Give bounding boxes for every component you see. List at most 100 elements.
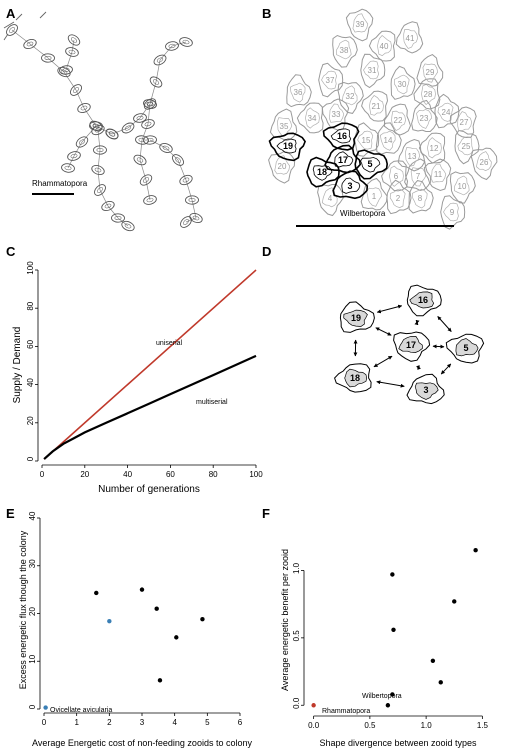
zooid-inner	[457, 111, 473, 131]
zooid-inner	[305, 107, 320, 129]
y-tick-label: 0.5	[292, 630, 301, 642]
x-tick-label: 0.0	[308, 721, 320, 730]
zooid-oval	[143, 135, 157, 145]
zooid-oval	[67, 151, 81, 161]
zooid-oval	[23, 38, 37, 50]
zooid-number: 24	[442, 108, 451, 117]
zooid-oval	[180, 216, 192, 228]
data-point	[157, 678, 163, 683]
zooid-number: 20	[278, 162, 287, 171]
y-tick-label: 40	[28, 511, 37, 520]
rhammatopora-colony-drawing	[3, 11, 203, 232]
stolon	[67, 125, 97, 169]
zooid-number-bold: 17	[338, 155, 348, 165]
zooid-oval	[69, 84, 83, 96]
zooid-outline	[318, 62, 344, 98]
zooid-oval	[67, 34, 81, 46]
zooid-orifice	[62, 67, 70, 73]
zooid-orifice	[78, 139, 86, 145]
zooid-bold-inner	[360, 157, 381, 173]
zooid-orifice	[156, 57, 164, 63]
zooid-number: 7	[416, 172, 421, 181]
connection-arrow	[432, 344, 445, 349]
zooid-oval	[105, 128, 119, 140]
y-axis-title: Supply / Demand	[12, 327, 23, 404]
zooid-number: 1	[372, 192, 377, 201]
zooid-orifice	[96, 147, 104, 153]
zooid-orifice	[104, 203, 112, 209]
zooid-orifice	[80, 105, 88, 111]
x-tick-label: 0	[40, 470, 45, 479]
supply-demand-chart: 0 20 40 60 80 100 0 20 40 60 80 100 uniserial multise…	[12, 261, 263, 495]
y-tick-label: 0	[28, 704, 37, 709]
stolon	[149, 139, 197, 223]
zooid-number: 13	[408, 152, 417, 161]
zooid-outline	[418, 132, 446, 164]
zooid-outline	[360, 177, 388, 211]
zooid-bold-inner	[334, 151, 354, 168]
zooid-orifice	[142, 177, 150, 183]
zooid-number-bold: 5	[367, 159, 372, 169]
rhammatopora-point-label: Rhammatopora	[322, 708, 370, 715]
zooid-inner	[366, 187, 383, 207]
zooid-orifice	[94, 127, 102, 133]
connection-arrow	[440, 363, 452, 375]
zooid-orifice	[136, 115, 144, 121]
zooid-orifice	[44, 55, 52, 61]
network-zooid-number: 19	[351, 313, 361, 323]
uniserial-label: uniserial	[156, 340, 183, 347]
data-point	[43, 705, 48, 710]
zooid-inner	[422, 63, 439, 83]
zooid-inner	[341, 85, 358, 106]
y-tick-label: 30	[28, 559, 37, 568]
zooid-inner	[443, 202, 459, 222]
zooid-outline	[386, 179, 412, 215]
zooid-number: 39	[356, 20, 365, 29]
zooid-oval	[149, 76, 163, 88]
zooid-bold-inner	[312, 165, 333, 181]
zooid-orifice	[124, 223, 132, 229]
zooid-number: 2	[396, 194, 401, 203]
series-uniserial	[43, 269, 257, 460]
zooid-inner	[427, 137, 442, 159]
x-tick-label: 40	[123, 470, 132, 479]
zooid-outline	[423, 158, 452, 192]
zooid-inner	[357, 130, 374, 150]
zooid-inner	[289, 82, 306, 103]
x-tick-label: 100	[249, 470, 263, 479]
rhammatopora-caption: Rhammatopora	[32, 179, 88, 188]
zooid-outline	[368, 30, 396, 62]
zooid-orifice	[175, 157, 181, 163]
zooid-number: 14	[384, 136, 393, 145]
data-point	[200, 617, 205, 622]
data-point	[311, 703, 316, 708]
zooid-outline	[360, 53, 386, 89]
zooid-orifice	[68, 49, 76, 55]
connection-arrow	[376, 304, 403, 314]
zooid-orifice	[146, 137, 154, 143]
connection-arrow	[437, 316, 452, 332]
zooid-outline	[332, 34, 358, 68]
y-tick-label: 80	[26, 301, 35, 310]
zooid-number: 4	[328, 194, 333, 203]
zooid-number: 23	[420, 114, 429, 123]
zooid-oval	[121, 122, 135, 134]
zooid-orifice	[144, 121, 152, 127]
network-zooid-inner	[409, 291, 435, 309]
zooid-orifice	[152, 79, 160, 85]
zooid-inner	[352, 13, 369, 33]
zooid-outline	[286, 74, 312, 108]
wilbertopora-point-label: Wilbertopora	[362, 693, 402, 700]
panel-e-label: E	[6, 506, 15, 521]
zooid-number: 30	[398, 80, 407, 89]
zooid-bold-outline	[332, 170, 369, 200]
zooid-outline	[408, 180, 434, 214]
network-zooid-inner	[344, 368, 368, 388]
zooid-oval	[153, 54, 167, 66]
data-point	[390, 572, 395, 577]
zooid-oval	[75, 136, 89, 148]
zooid-number: 8	[418, 194, 423, 203]
zooid-number: 21	[372, 102, 381, 111]
data-point	[174, 635, 179, 640]
zooid-number-bold: 3	[347, 181, 352, 191]
